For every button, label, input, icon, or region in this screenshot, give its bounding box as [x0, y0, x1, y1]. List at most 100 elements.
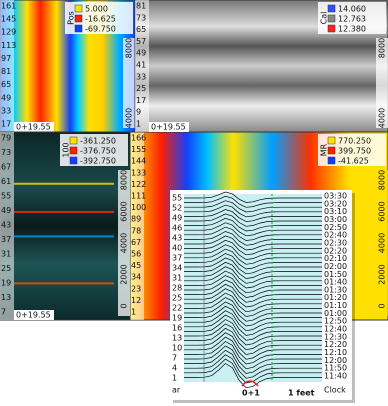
overlay-time-label: 01:20 [324, 293, 347, 302]
row-label: 73 [1, 148, 11, 157]
row-label: 17 [1, 120, 11, 129]
overlay-row-label: 55 [172, 194, 182, 203]
row-label-strip [135, 0, 149, 132]
row-label: 31 [1, 250, 11, 259]
row-label: 166 [131, 134, 146, 143]
row-label: 45 [131, 261, 141, 270]
row-label: 37 [1, 235, 11, 244]
overlay-time-label: 01:00 [324, 309, 347, 318]
legend-title: 100 [62, 142, 71, 157]
legend-label: -361.250 [80, 137, 116, 146]
trace-line [184, 226, 322, 241]
overlay-time-label: 02:20 [324, 246, 347, 255]
overlay-time-label: 12:40 [324, 325, 347, 334]
trace-line [184, 345, 322, 370]
overlay-time-label: 02:00 [324, 262, 347, 271]
depth-label: 8000 [120, 170, 129, 190]
trace-line [184, 349, 322, 374]
overlay-time-label: 02:10 [324, 254, 347, 263]
legend-swatch [327, 24, 336, 33]
row-label: 1 [131, 308, 136, 317]
trace-line [184, 279, 322, 298]
row-label: 43 [1, 221, 11, 230]
footer-box [14, 310, 54, 320]
row-label: 55 [1, 192, 11, 201]
overlay-row-label: 10 [172, 344, 182, 353]
legend-label: 5.000 [85, 5, 108, 14]
trace-line [184, 195, 322, 208]
panels: 1661551441331221111008978675645342312177… [0, 0, 388, 321]
row-label: 9 [136, 108, 141, 117]
heatmap-band [14, 210, 114, 213]
row-label: 7 [1, 308, 6, 317]
footer-box [14, 122, 54, 132]
overlay-time-label: 12:00 [324, 356, 347, 365]
trace-line [184, 244, 322, 260]
depth-label: 0 [120, 303, 129, 308]
trace-line [184, 248, 322, 265]
overlay-row-label: 46 [172, 224, 182, 233]
trace-line [184, 323, 322, 346]
row-label: 33 [136, 72, 146, 81]
row-label: 79 [1, 134, 11, 143]
footer-label: 0+19.55 [16, 311, 51, 320]
row-label: 67 [1, 163, 11, 172]
depth-strip [123, 38, 135, 128]
depth-label: 2000 [378, 264, 387, 284]
trace-line [184, 319, 322, 341]
trace-line [184, 354, 322, 379]
depth-strip [376, 38, 388, 128]
depth-label: 8000 [378, 170, 387, 190]
overlay-row-label: 19 [172, 314, 182, 323]
panel: 161 145 129 113 97 81 65 49 33 17 5.000-16.625-69.… [0, 0, 136, 133]
row-label: 111 [131, 192, 146, 201]
trace-line [184, 261, 322, 279]
depth-label: 4000 [125, 108, 134, 128]
legend-swatch [69, 156, 78, 165]
trace-line [184, 305, 322, 327]
overlay-time-label: 03:20 [324, 199, 347, 208]
row-label: 49 [136, 49, 146, 58]
row-label: 41 [136, 61, 146, 70]
trace-line [184, 231, 322, 246]
row-label: 97 [1, 54, 11, 63]
overlay-row-label: 1 [172, 374, 177, 383]
legend-label: -392.750 [80, 157, 116, 166]
row-label: 161 [1, 2, 16, 11]
footer-label: 0+19.55 [151, 123, 186, 132]
legend-label: -376.750 [80, 147, 116, 156]
trace-line [184, 288, 322, 308]
row-label: 56 [131, 250, 141, 259]
row-label: 33 [1, 106, 11, 115]
trace-area [184, 194, 322, 382]
legend-swatch [69, 146, 78, 155]
depth-label: 0 [378, 303, 387, 308]
overlay-row-label: 52 [172, 204, 182, 213]
legend-label: -41.625 [338, 157, 369, 166]
legend-label: 12.380 [338, 25, 366, 34]
overlay-time-label: 01:10 [324, 301, 347, 310]
trace-line [184, 191, 322, 203]
overlay-row-label: 40 [172, 244, 182, 253]
row-label: 25 [1, 264, 11, 273]
footer-label: 0+19.55 [16, 123, 51, 132]
legend-label: 14.060 [338, 5, 366, 14]
overlay-corner: ar [172, 386, 181, 395]
legend-title: MR [320, 143, 329, 156]
row-label-strip [0, 132, 14, 320]
overlay-footer-left: 0+1 [242, 389, 260, 398]
trace-line [184, 301, 322, 322]
depth-strip [376, 170, 388, 316]
row-label: 81 [1, 67, 11, 76]
panel: 79 73 67 61 55 49 43 37 31 25 19 13 7 -361.250-376.75… [0, 131, 131, 321]
trace-line [184, 336, 322, 360]
overlay-time-label: 03:00 [324, 215, 347, 224]
row-label: 49 [1, 93, 11, 102]
legend-label: 770.250 [338, 137, 371, 146]
depth-label: 6000 [120, 201, 129, 221]
overlay-row-label: 34 [172, 264, 182, 273]
trace-line [184, 235, 322, 251]
overlay-row-label: 7 [172, 354, 177, 363]
